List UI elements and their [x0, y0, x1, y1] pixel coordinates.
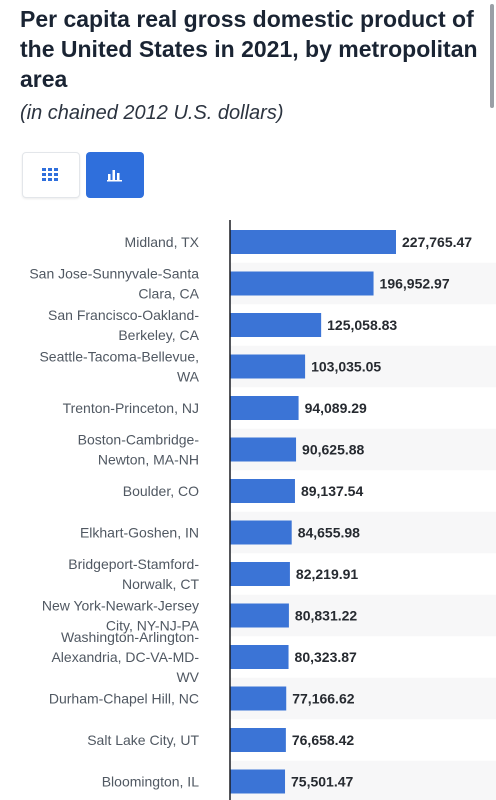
- category-label: Bloomington, IL: [102, 774, 199, 790]
- category-label: Boston-Cambridge-Newton, MA-NH: [78, 432, 200, 468]
- value-label: 75,501.47: [291, 774, 353, 790]
- value-label: 90,625.88: [302, 442, 364, 458]
- value-label: 80,831.22: [295, 608, 357, 624]
- category-label: Trenton-Princeton, NJ: [63, 400, 199, 416]
- bar[interactable]: [230, 396, 299, 420]
- value-label: 77,166.62: [292, 691, 354, 707]
- value-label: 227,765.47: [402, 234, 472, 250]
- chart-subtitle: (in chained 2012 U.S. dollars): [20, 102, 284, 124]
- category-label: Midland, TX: [125, 234, 200, 250]
- category-label: Bridgeport-Stamford-Norwalk, CT: [68, 556, 199, 592]
- category-label: Seattle-Tacoma-Bellevue, WA: [39, 349, 199, 385]
- category-label: Boulder, CO: [123, 483, 199, 499]
- bar[interactable]: [230, 603, 289, 628]
- value-label: 82,219.91: [296, 566, 358, 582]
- value-label: 94,089.29: [305, 400, 367, 416]
- value-label: 80,323.87: [295, 649, 357, 665]
- bar[interactable]: [230, 769, 286, 794]
- value-label: 89,137.54: [301, 483, 363, 499]
- value-label: 196,952.97: [380, 276, 450, 292]
- chart-title: Per capita real gross domestic product o…: [20, 6, 478, 92]
- category-label: Durham-Chapel Hill, NC: [49, 691, 199, 707]
- bar[interactable]: [230, 479, 295, 503]
- value-label: 103,035.05: [311, 359, 381, 375]
- bar[interactable]: [230, 645, 289, 669]
- scrollbar[interactable]: [490, 4, 494, 108]
- category-label: New York-Newark-Jersey City, NY-NJ-PA: [42, 598, 200, 634]
- value-label: 125,058.83: [327, 317, 397, 333]
- bar[interactable]: [230, 520, 292, 545]
- bar[interactable]: [230, 562, 290, 586]
- category-label: Washington-Arlington-Alexandria, DC-VA-M…: [51, 629, 199, 685]
- value-label: 84,655.98: [298, 525, 360, 541]
- category-label: San Jose-Sunnyvale-Santa Clara, CA: [29, 266, 199, 302]
- bar[interactable]: [230, 728, 286, 752]
- category-label: Elkhart-Goshen, IN: [80, 525, 199, 541]
- bar[interactable]: [230, 437, 297, 462]
- bar[interactable]: [230, 271, 374, 296]
- bar[interactable]: [230, 230, 396, 254]
- category-label: San Francisco-Oakland-Berkeley, CA: [48, 307, 200, 343]
- bar-chart-icon: [107, 170, 122, 182]
- grid-icon: [42, 168, 58, 181]
- bar-chart: Midland, TX 227,765.47 San Jose-Sunnyvale-…: [29, 220, 496, 800]
- table-view-button[interactable]: [22, 152, 80, 198]
- bar[interactable]: [230, 686, 287, 711]
- chart-view-button[interactable]: [86, 152, 144, 198]
- bar[interactable]: [230, 354, 306, 379]
- value-label: 76,658.42: [292, 732, 354, 748]
- bar[interactable]: [230, 313, 322, 337]
- category-label: Salt Lake City, UT: [87, 732, 199, 748]
